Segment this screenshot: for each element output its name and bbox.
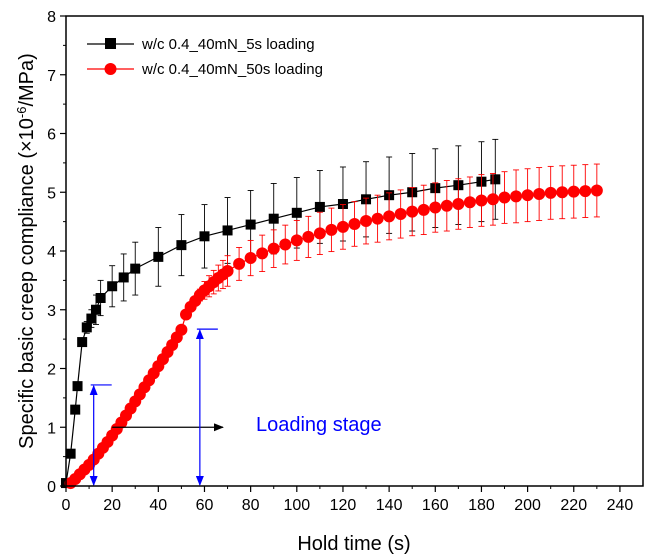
data-point bbox=[256, 247, 269, 260]
plot-frame bbox=[65, 15, 644, 487]
y-tick-label: 5 bbox=[47, 185, 56, 202]
data-point bbox=[81, 322, 92, 333]
data-point bbox=[348, 217, 361, 230]
y-tick-label: 1 bbox=[47, 420, 56, 437]
data-point bbox=[314, 201, 325, 212]
data-point bbox=[510, 190, 523, 203]
data-point bbox=[199, 231, 210, 242]
data-point bbox=[579, 185, 592, 198]
data-point bbox=[279, 238, 292, 251]
legend-entry-5s: w/c 0.4_40mN_5s loading bbox=[87, 36, 315, 53]
data-point bbox=[302, 230, 315, 243]
data-point bbox=[383, 210, 396, 223]
data-point bbox=[222, 225, 233, 236]
data-point bbox=[567, 185, 580, 198]
x-tick-label: 60 bbox=[196, 497, 214, 514]
data-point bbox=[440, 199, 453, 212]
x-tick-label: 220 bbox=[560, 497, 587, 514]
data-point bbox=[233, 257, 246, 270]
y-tick-label: 3 bbox=[47, 303, 56, 320]
x-tick-label: 40 bbox=[149, 497, 167, 514]
data-point bbox=[176, 240, 187, 251]
data-point bbox=[118, 272, 129, 283]
data-point bbox=[429, 201, 442, 214]
y-tick-label: 2 bbox=[47, 362, 56, 379]
y-tick-label: 6 bbox=[47, 127, 56, 144]
data-point bbox=[498, 191, 511, 204]
data-point bbox=[544, 186, 557, 199]
data-point bbox=[291, 207, 302, 218]
x-tick-label: 160 bbox=[422, 497, 449, 514]
legend-entry-50s: w/c 0.4_40mN_50s loading bbox=[87, 61, 323, 78]
data-point bbox=[77, 337, 88, 348]
x-tick-label: 120 bbox=[330, 497, 357, 514]
data-point bbox=[394, 207, 407, 220]
data-point bbox=[590, 184, 603, 197]
x-tick-label: 100 bbox=[283, 497, 310, 514]
data-point bbox=[130, 263, 141, 274]
x-tick-label: 240 bbox=[607, 497, 634, 514]
data-point bbox=[65, 448, 76, 459]
x-tick-label: 180 bbox=[468, 497, 495, 514]
data-point bbox=[417, 203, 430, 216]
legend-marker-square bbox=[105, 38, 116, 49]
x-tick-label: 0 bbox=[62, 497, 71, 514]
x-tick-label: 80 bbox=[242, 497, 260, 514]
loading-stage-annotation bbox=[89, 328, 224, 486]
data-point bbox=[313, 227, 326, 240]
data-point bbox=[406, 205, 419, 218]
data-point bbox=[337, 199, 348, 209]
data-point bbox=[371, 212, 384, 225]
data-point bbox=[107, 281, 118, 292]
data-point bbox=[290, 234, 303, 247]
data-point bbox=[533, 188, 546, 201]
loading-stage-label: Loading stage bbox=[256, 414, 382, 436]
data-point bbox=[175, 323, 188, 336]
data-point bbox=[490, 174, 501, 185]
data-point bbox=[556, 186, 569, 199]
series-line bbox=[65, 178, 496, 484]
data-point bbox=[91, 304, 102, 315]
data-point bbox=[72, 381, 83, 392]
data-point bbox=[463, 196, 476, 209]
legend: w/c 0.4_40mN_5s loading w/c 0.4_40mN_50s… bbox=[87, 36, 323, 78]
data-point bbox=[521, 189, 534, 202]
data-point bbox=[86, 313, 97, 324]
x-tick-label: 20 bbox=[103, 497, 121, 514]
y-tick-label: 4 bbox=[47, 244, 56, 261]
y-axis-title: Specific basic creep compliance (×10-6/M… bbox=[14, 53, 39, 449]
legend-label-5s: w/c 0.4_40mN_5s loading bbox=[141, 36, 315, 53]
y-tick-label: 8 bbox=[47, 9, 56, 26]
y-tick-label: 7 bbox=[47, 68, 56, 85]
data-point bbox=[360, 215, 373, 228]
y-tick-label: 0 bbox=[47, 479, 56, 496]
data-point bbox=[325, 223, 338, 236]
x-tick-label: 140 bbox=[376, 497, 403, 514]
data-point bbox=[268, 213, 279, 224]
data-point bbox=[245, 219, 256, 230]
series-50s bbox=[64, 163, 603, 490]
x-axis-title: Hold time (s) bbox=[297, 533, 410, 555]
data-point bbox=[336, 220, 349, 233]
data-point bbox=[221, 264, 234, 277]
data-point bbox=[475, 194, 488, 207]
legend-label-50s: w/c 0.4_40mN_50s loading bbox=[141, 61, 323, 78]
data-point bbox=[486, 193, 499, 206]
legend-marker-circle bbox=[104, 63, 117, 75]
data-point bbox=[70, 404, 81, 415]
data-point bbox=[95, 293, 106, 303]
data-point bbox=[267, 242, 280, 255]
x-tick-label: 200 bbox=[514, 497, 541, 514]
data-point bbox=[244, 252, 257, 265]
data-point bbox=[153, 251, 164, 262]
data-point bbox=[452, 198, 465, 210]
